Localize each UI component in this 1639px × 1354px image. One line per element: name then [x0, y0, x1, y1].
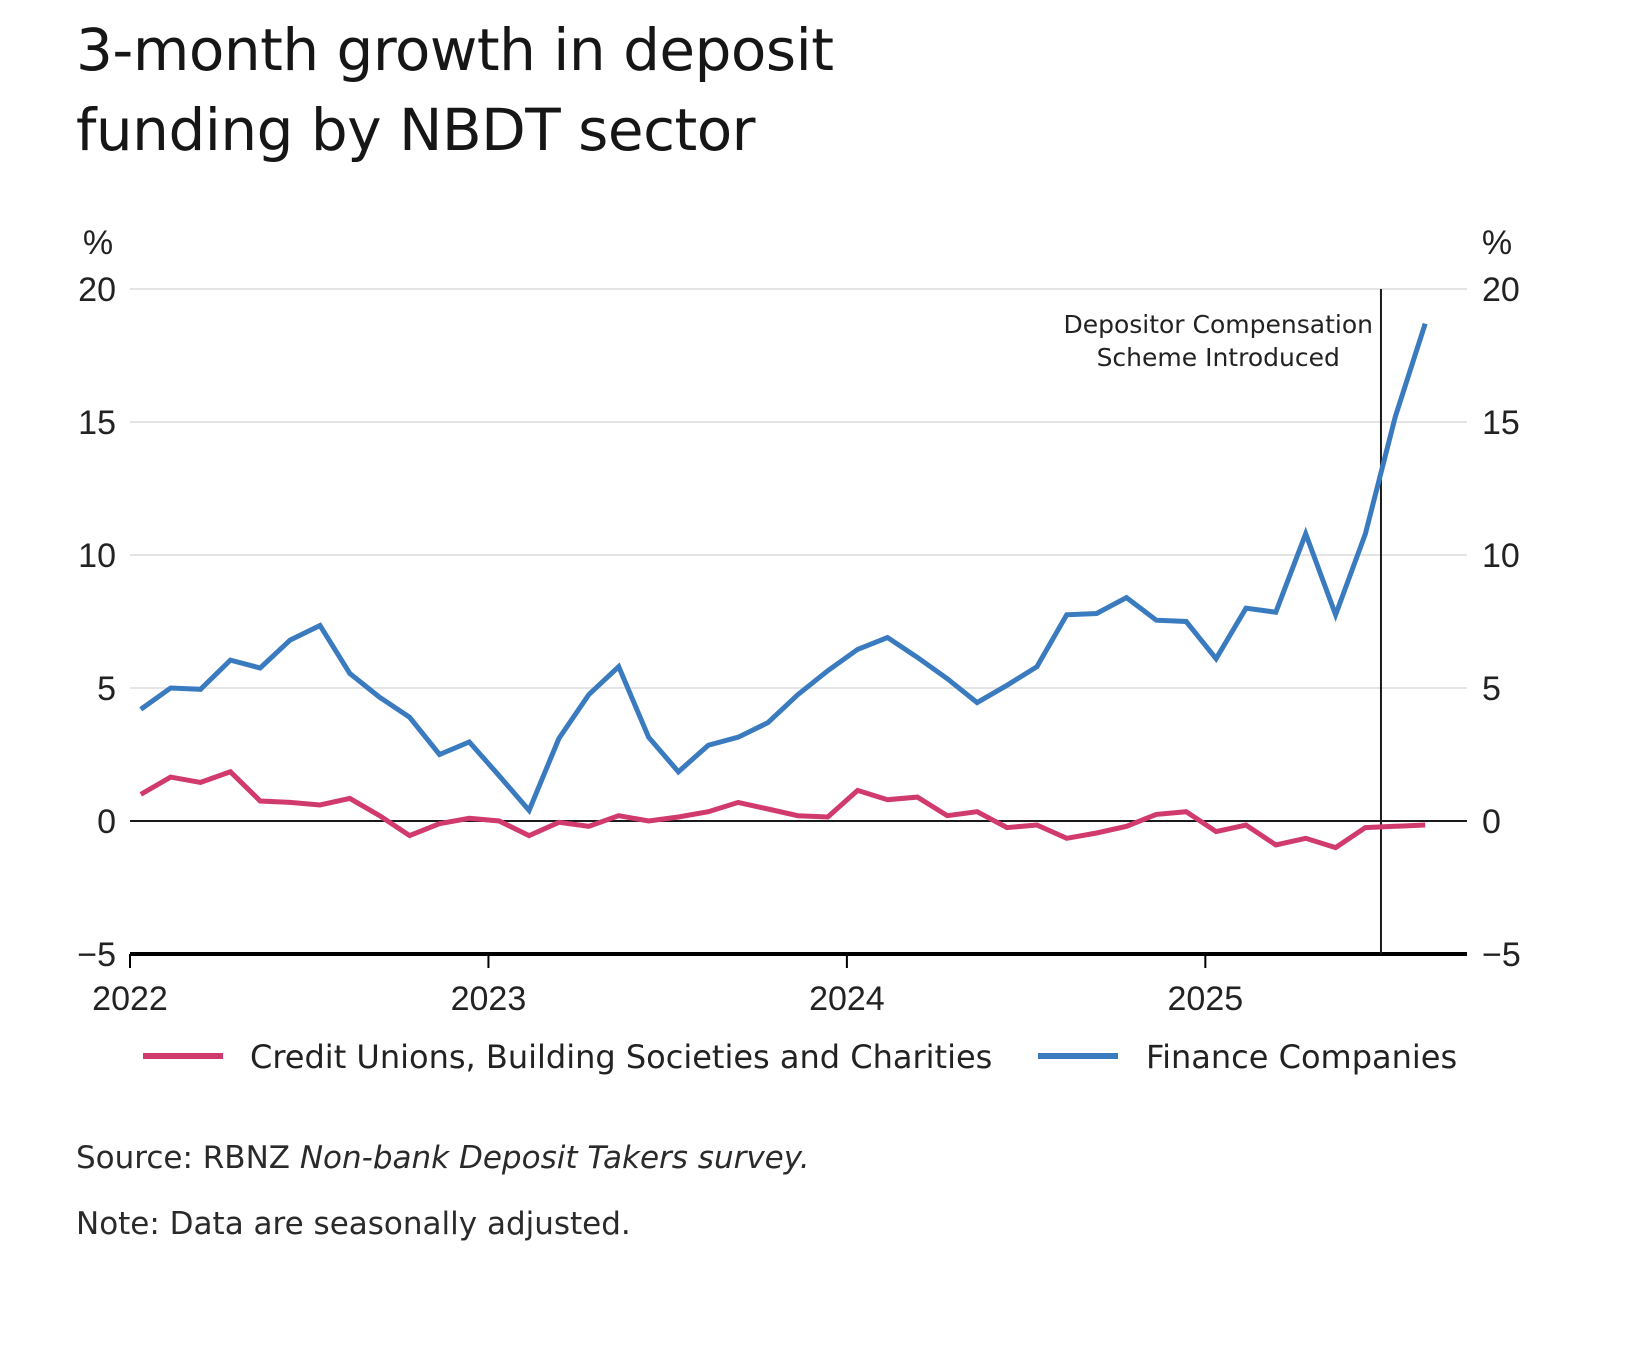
y-unit-label-left: %	[83, 224, 113, 262]
x-tick-label: 2025	[1168, 980, 1244, 1018]
series-line-finance-companies	[139, 322, 1428, 816]
y-tick-label-right: 15	[1482, 404, 1520, 442]
chart-title: 3-month growth in deposit funding by NBD…	[76, 10, 1076, 170]
source-note: Source: RBNZ Non-bank Deposit Takers sur…	[76, 1140, 810, 1176]
seasonal-note: Note: Data are seasonally adjusted.	[76, 1206, 631, 1242]
x-tick-label: 2024	[809, 980, 885, 1018]
legend-label: Credit Unions, Building Societies and Ch…	[250, 1038, 992, 1076]
source-title: Non-bank Deposit Takers survey.	[299, 1140, 810, 1176]
legend-label: Finance Companies	[1146, 1038, 1457, 1076]
x-tick-label: 2023	[451, 980, 527, 1018]
y-tick-label-left: 0	[97, 803, 116, 841]
y-tick-label-right: −5	[1482, 936, 1521, 974]
legend-item-finance-companies: Finance Companies	[1038, 1038, 1457, 1076]
title-line-2: funding by NBDT sector	[76, 96, 756, 164]
y-unit-label-right: %	[1482, 224, 1512, 262]
axes: −5 −5 0 0 5 5 10 10 15 15 20 20% % 2022 2023 2024 2025	[77, 224, 1521, 1018]
y-tick-label-left: 15	[78, 404, 116, 442]
y-tick-label-right: 20	[1482, 271, 1520, 309]
policy-annotation-text: Depositor Compensation	[1063, 310, 1373, 339]
x-tick-label: 2022	[92, 980, 168, 1018]
legend-item-credit-unions: Credit Unions, Building Societies and Ch…	[143, 1038, 992, 1076]
y-tick-label-right: 0	[1482, 803, 1501, 841]
legend: Credit Unions, Building Societies and Ch…	[143, 1038, 1457, 1076]
annotation-layer: Depositor Compensation Scheme Introduced	[1063, 289, 1382, 954]
gridlines	[130, 288, 1467, 689]
series-line-credit-unions	[139, 768, 1426, 851]
y-tick-label-left: 20	[78, 271, 116, 309]
series-layer	[139, 322, 1428, 851]
y-tick-label-left: 5	[97, 670, 116, 708]
y-tick-label-right: 10	[1482, 537, 1520, 575]
source-prefix: Source: RBNZ	[76, 1140, 300, 1176]
y-tick-label-left: −5	[77, 936, 116, 974]
y-tick-label-left: 10	[78, 537, 116, 575]
title-line-1: 3-month growth in deposit	[76, 16, 834, 84]
y-tick-label-right: 5	[1482, 670, 1501, 708]
policy-annotation-text: Scheme Introduced	[1097, 343, 1340, 372]
